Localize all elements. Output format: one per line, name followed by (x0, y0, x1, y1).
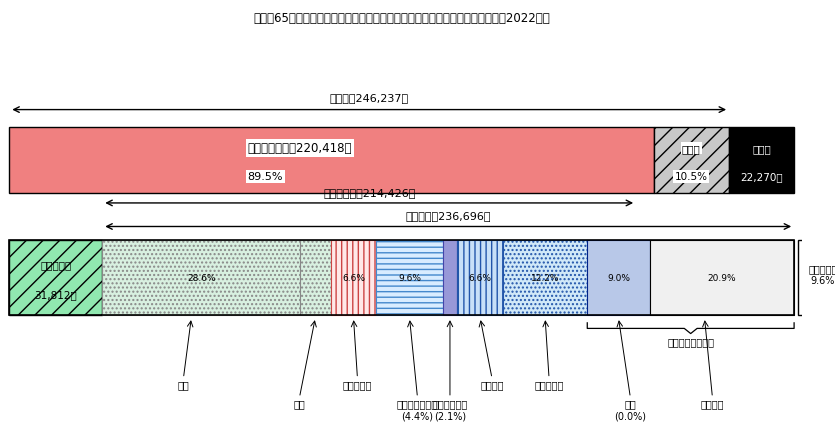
Bar (503, 241, 587, 315)
Text: その他の消費支出: その他の消費支出 (667, 336, 714, 346)
Text: 6.6%: 6.6% (468, 273, 492, 283)
Text: 被服及び履物
(2.1%): 被服及び履物 (2.1%) (433, 399, 468, 420)
Text: 89.5%: 89.5% (248, 172, 283, 182)
Text: 可処分所得　214,426円: 可処分所得 214,426円 (323, 187, 415, 197)
Text: 交通・通信: 交通・通信 (534, 380, 564, 390)
Text: 20.9%: 20.9% (707, 273, 736, 283)
Text: うち交際費
9.6%: うち交際費 9.6% (808, 264, 835, 285)
Text: 9.6%: 9.6% (398, 273, 421, 283)
Bar (377, 241, 443, 315)
Bar (9, 241, 794, 315)
Text: 6.6%: 6.6% (342, 273, 365, 283)
Text: その他: その他 (682, 144, 701, 154)
Text: 22,270円: 22,270円 (741, 172, 783, 182)
Text: 家具・家事用品
(4.4%): 家具・家事用品 (4.4%) (397, 399, 438, 420)
Text: 28.6%: 28.6% (187, 273, 215, 283)
Bar (301, 241, 331, 315)
Bar (587, 241, 650, 315)
Text: 実収入　246,237円: 実収入 246,237円 (330, 92, 409, 103)
Bar (9, 127, 654, 194)
Text: 31,812円: 31,812円 (34, 289, 78, 299)
Bar (9, 241, 103, 315)
Text: 12.2%: 12.2% (531, 273, 559, 283)
Text: 社会保障給付　220,418円: 社会保障給付 220,418円 (248, 142, 352, 155)
Text: 保健医療: 保健医療 (480, 380, 504, 390)
Bar (458, 241, 503, 315)
Bar (331, 241, 377, 315)
Bar (798, 241, 835, 315)
Text: 不足分: 不足分 (752, 144, 771, 154)
Text: 住居: 住居 (294, 399, 306, 408)
Bar (729, 127, 794, 194)
Text: 9.0%: 9.0% (607, 273, 630, 283)
Bar (103, 241, 301, 315)
Text: 光熱・水道: 光熱・水道 (343, 380, 372, 390)
Bar (443, 241, 458, 315)
Bar (654, 127, 729, 194)
Bar (650, 241, 794, 315)
Text: 教養娯楽: 教養娯楽 (701, 399, 724, 408)
Text: 非消費支出: 非消費支出 (40, 260, 72, 270)
Text: 消費支出　236,696円: 消費支出 236,696円 (406, 211, 491, 221)
Text: 教育
(0.0%): 教育 (0.0%) (615, 399, 646, 420)
Text: 10.5%: 10.5% (675, 172, 708, 182)
Text: 図１　65歳以上の夫婦のみの無職世帯（夫婦高齢者無職世帯）の家計収支　－2022年－: 図１ 65歳以上の夫婦のみの無職世帯（夫婦高齢者無職世帯）の家計収支 －2022… (253, 12, 550, 25)
Text: 食料: 食料 (178, 380, 190, 390)
